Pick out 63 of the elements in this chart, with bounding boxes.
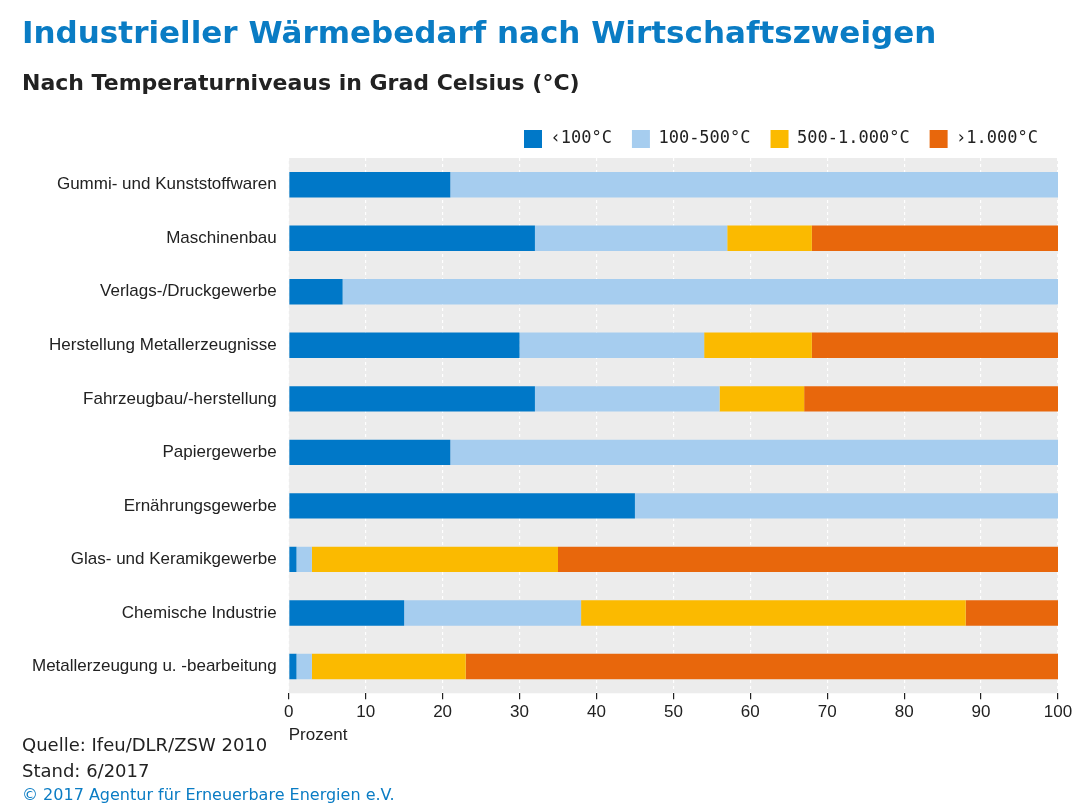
bar	[289, 546, 297, 573]
bar	[558, 546, 1058, 573]
source-note: Quelle: Ifeu/DLR/ZSW 2010	[22, 734, 268, 755]
x-tick-label: 50	[663, 702, 683, 722]
bar	[634, 493, 1058, 519]
bar	[804, 386, 1058, 412]
bar	[296, 653, 312, 680]
x-tick-label: 90	[971, 702, 991, 722]
bar	[519, 332, 705, 359]
y-tick-label: Verlags-/Druckgewerbe	[100, 281, 277, 301]
bar	[289, 332, 520, 359]
y-tick-label: Gummi- und Kunststoffwaren	[56, 174, 277, 194]
bar	[534, 225, 728, 251]
bar	[342, 279, 1058, 305]
y-tick-label: Papiergewerbe	[162, 442, 277, 462]
bar	[811, 225, 1058, 251]
y-tick-label: Maschinenbau	[166, 227, 277, 247]
x-tick-label: 0	[284, 702, 294, 722]
bar	[965, 600, 1058, 626]
bar	[289, 439, 451, 466]
y-tick-label: Chemische Industrie	[121, 602, 277, 622]
x-axis-title: Prozent	[288, 725, 348, 745]
bar	[289, 386, 535, 412]
bar	[296, 546, 312, 573]
x-tick-label: 40	[587, 702, 606, 722]
text: © 2017 Agentur für Erneuerbare Energien e.V.	[22, 784, 395, 806]
bar	[727, 225, 812, 251]
legend-label: 500-1.000°C	[797, 127, 910, 148]
bar	[289, 600, 405, 626]
y-tick-label: Ernährungsgewerbe	[123, 495, 277, 515]
y-tick-label: Fahrzeugbau/-herstellung	[83, 388, 277, 408]
legend-label: ›1.000°C	[956, 127, 1039, 148]
text: Stand: 6/2017	[22, 759, 151, 783]
bar	[311, 653, 466, 680]
bar	[450, 172, 1058, 198]
bar	[289, 279, 343, 305]
bar	[465, 653, 1058, 680]
x-tick-label: 80	[894, 702, 914, 722]
bar	[581, 600, 966, 626]
y-tick-label: Metallerzeugung u. -bearbeitung	[31, 656, 277, 676]
x-tick-label: 100	[1043, 702, 1073, 722]
bar	[704, 332, 812, 359]
legend-label: ‹100°C	[550, 127, 612, 148]
chart-subtitle: Nach Temperaturniveaus in Grad Celsius (°C)	[22, 70, 580, 95]
x-tick-label: 20	[433, 702, 453, 722]
bar	[289, 225, 535, 251]
x-tick-label: 70	[817, 702, 837, 722]
bar	[289, 172, 451, 198]
bar	[534, 386, 720, 412]
y-tick-label: Herstellung Metallerzeugnisse	[49, 335, 277, 355]
bar	[289, 653, 297, 680]
x-tick-label: 60	[740, 702, 760, 722]
bar	[311, 546, 558, 573]
y-tick-label: Glas- und Keramikgewerbe	[70, 549, 277, 569]
chart-title: Industrieller Wärmebedarf nach Wirtschaftszweigen	[22, 14, 937, 50]
x-tick-label: 30	[510, 702, 529, 722]
bar	[811, 332, 1058, 359]
bar	[404, 600, 582, 626]
bar	[719, 386, 805, 412]
bar	[289, 493, 635, 519]
x-tick-label: 10	[356, 702, 376, 722]
bar	[450, 439, 1058, 466]
legend-label: 100-500°C	[658, 127, 751, 148]
